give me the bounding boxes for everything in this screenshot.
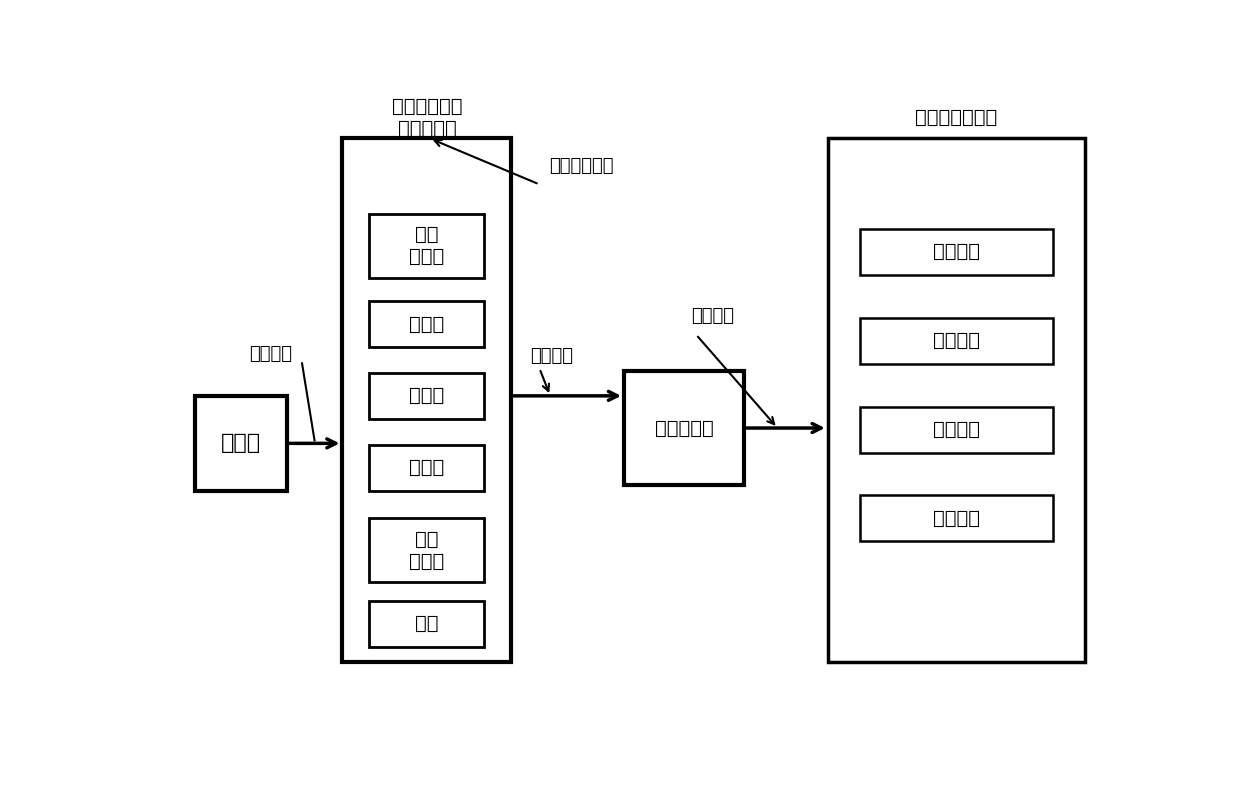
Text: 结果显示: 结果显示 bbox=[932, 509, 980, 528]
Bar bbox=[861, 407, 1053, 453]
Text: 误差补偿: 误差补偿 bbox=[932, 331, 980, 350]
Bar bbox=[196, 396, 286, 491]
Text: 检偏器: 检偏器 bbox=[409, 458, 444, 477]
Bar bbox=[368, 301, 484, 347]
Bar bbox=[368, 518, 484, 583]
Text: 天线: 天线 bbox=[414, 615, 438, 634]
Text: 输出
耦合器: 输出 耦合器 bbox=[409, 530, 444, 571]
Text: 微集成型电场
测量传感器: 微集成型电场 测量传感器 bbox=[392, 96, 463, 138]
Text: 保偏光纤: 保偏光纤 bbox=[249, 345, 293, 363]
Text: 光波导: 光波导 bbox=[409, 386, 444, 405]
Text: 电光晶体基片: 电光晶体基片 bbox=[549, 157, 614, 175]
Bar bbox=[368, 601, 484, 647]
Text: 信号调理: 信号调理 bbox=[932, 242, 980, 261]
Text: 信号采集: 信号采集 bbox=[932, 420, 980, 439]
Bar bbox=[861, 228, 1053, 275]
Bar bbox=[342, 139, 511, 662]
Text: 保偏光纤: 保偏光纤 bbox=[529, 347, 573, 365]
Bar bbox=[861, 318, 1053, 364]
Text: 激光源: 激光源 bbox=[221, 433, 262, 454]
Bar bbox=[828, 139, 1085, 662]
Text: 起偏器: 起偏器 bbox=[409, 314, 444, 334]
Text: 光电探测器: 光电探测器 bbox=[655, 419, 713, 438]
Text: 输入
耦合器: 输入 耦合器 bbox=[409, 225, 444, 266]
Bar bbox=[368, 445, 484, 490]
Bar bbox=[624, 371, 744, 485]
Bar bbox=[368, 373, 484, 419]
Text: 电信号处理单元: 电信号处理单元 bbox=[915, 107, 998, 127]
Bar bbox=[368, 213, 484, 278]
Text: 同轴电缆: 同轴电缆 bbox=[691, 307, 734, 326]
Bar bbox=[861, 495, 1053, 541]
